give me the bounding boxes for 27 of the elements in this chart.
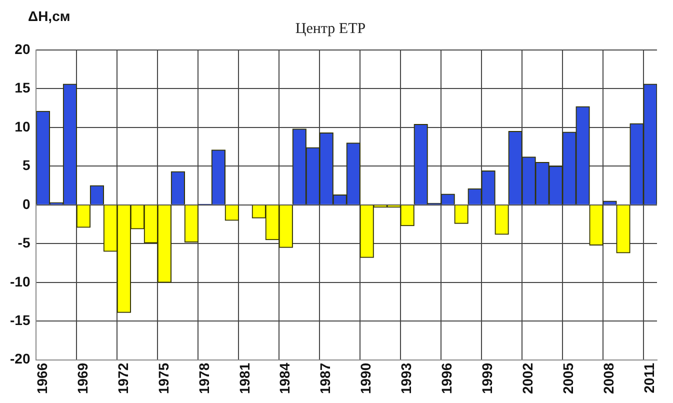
x-tick-label: 1987 <box>317 362 334 394</box>
y-tick-label: 0 <box>22 196 30 212</box>
y-tick-label: -5 <box>18 234 30 251</box>
x-tick-label: 1969 <box>74 362 90 394</box>
x-tick-label: 1972 <box>114 362 131 394</box>
x-tick-label: 1996 <box>438 362 455 394</box>
x-tick-label: 1984 <box>276 362 293 394</box>
y-tick-label: 5 <box>22 157 30 174</box>
y-tick-label: -20 <box>10 350 30 367</box>
x-tick-label: 1975 <box>155 362 172 394</box>
y-tick-label: 20 <box>14 40 30 57</box>
y-tick-label: -10 <box>10 273 30 290</box>
x-tick-label: 2002 <box>520 362 536 394</box>
y-tick-label: 10 <box>14 118 30 134</box>
x-tick-label: 2008 <box>600 362 617 394</box>
x-tick-label: 1966 <box>34 362 50 394</box>
x-tick-label: 2011 <box>641 362 658 394</box>
y-tick-label: -15 <box>10 312 30 328</box>
x-tick-label: 1978 <box>196 362 212 394</box>
x-tick-label: 1981 <box>236 362 252 394</box>
x-tick-label: 1990 <box>358 362 374 394</box>
y-axis-title: ΔН,см <box>28 8 70 24</box>
x-tick-label: 1993 <box>398 362 414 394</box>
x-tick-label: 1999 <box>479 362 496 394</box>
x-tick-label: 2005 <box>560 362 576 394</box>
y-tick-label: 15 <box>14 80 30 96</box>
chart-title: Центр ЕТР <box>295 20 366 37</box>
